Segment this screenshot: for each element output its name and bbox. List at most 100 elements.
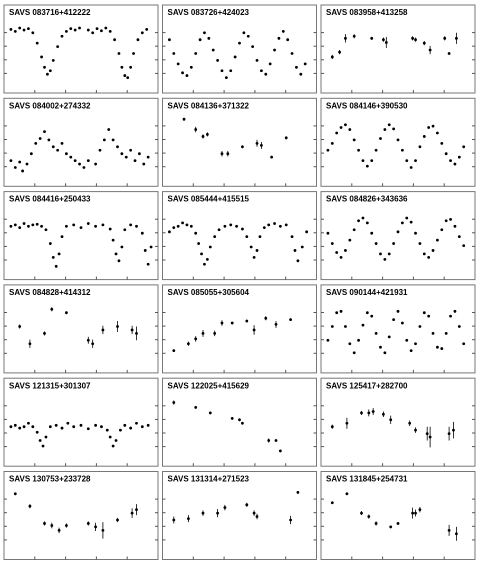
data-point bbox=[389, 418, 393, 422]
data-point bbox=[102, 138, 106, 142]
data-point bbox=[69, 27, 73, 31]
data-point bbox=[457, 325, 461, 328]
data-point bbox=[25, 162, 29, 166]
data-point bbox=[414, 231, 417, 235]
data-point bbox=[123, 228, 127, 232]
data-point bbox=[409, 220, 413, 224]
data-point bbox=[18, 226, 22, 230]
data-point bbox=[418, 325, 422, 328]
data-point bbox=[462, 244, 466, 248]
data-point bbox=[238, 41, 241, 45]
panel-frame bbox=[162, 377, 317, 467]
data-point bbox=[330, 55, 334, 59]
data-point bbox=[361, 159, 365, 163]
panel-frame bbox=[3, 471, 159, 560]
data-point bbox=[278, 224, 282, 228]
data-point bbox=[303, 62, 307, 66]
data-point bbox=[267, 223, 271, 227]
data-point bbox=[345, 421, 349, 425]
data-point bbox=[60, 34, 64, 38]
data-point bbox=[176, 62, 180, 66]
data-point bbox=[457, 155, 461, 159]
data-point bbox=[91, 31, 95, 35]
panel-frame bbox=[320, 191, 476, 281]
panel-title: SAVS 085444+415515 bbox=[168, 195, 250, 204]
data-point bbox=[447, 52, 451, 55]
data-point bbox=[56, 45, 60, 48]
data-point bbox=[194, 128, 198, 131]
data-point bbox=[201, 332, 205, 335]
data-point bbox=[31, 223, 35, 227]
data-point bbox=[54, 423, 58, 427]
data-point bbox=[296, 491, 300, 494]
data-point bbox=[135, 421, 138, 425]
data-point bbox=[216, 59, 220, 62]
data-point bbox=[18, 426, 22, 430]
data-point bbox=[194, 231, 198, 235]
data-point bbox=[462, 145, 466, 149]
data-point bbox=[365, 221, 369, 225]
data-point bbox=[135, 332, 138, 335]
data-point bbox=[462, 342, 466, 346]
data-point bbox=[352, 351, 356, 355]
data-point bbox=[427, 255, 431, 259]
data-point bbox=[126, 76, 130, 80]
panel-frame bbox=[3, 284, 159, 374]
data-point bbox=[335, 311, 339, 315]
data-point bbox=[457, 235, 461, 239]
data-point bbox=[293, 249, 297, 252]
data-point bbox=[182, 117, 186, 121]
data-point bbox=[274, 323, 278, 326]
data-point bbox=[27, 224, 30, 228]
data-point bbox=[357, 338, 360, 342]
data-point bbox=[22, 425, 26, 429]
data-point bbox=[205, 132, 209, 136]
panel-frame bbox=[320, 284, 476, 374]
panel-frame bbox=[162, 97, 317, 187]
data-point bbox=[132, 52, 135, 55]
panel-title: SAVS 131314+271523 bbox=[168, 475, 250, 484]
data-point bbox=[140, 231, 144, 235]
data-point bbox=[197, 242, 201, 245]
panel-frame bbox=[3, 4, 159, 94]
data-point bbox=[146, 155, 150, 159]
data-point bbox=[60, 426, 64, 430]
panel-title: SAVS 122025+415629 bbox=[168, 381, 250, 390]
data-point bbox=[65, 224, 68, 228]
data-point bbox=[389, 525, 393, 529]
data-point bbox=[418, 242, 422, 245]
data-point bbox=[123, 74, 127, 77]
data-point bbox=[65, 311, 68, 315]
data-point bbox=[120, 245, 124, 249]
data-point bbox=[94, 224, 97, 228]
data-point bbox=[208, 245, 212, 249]
panel-frame bbox=[3, 97, 159, 187]
data-point bbox=[113, 38, 116, 42]
data-point bbox=[422, 41, 426, 45]
data-point bbox=[27, 27, 30, 31]
data-point bbox=[172, 401, 176, 404]
data-point bbox=[384, 41, 388, 44]
data-point bbox=[119, 428, 122, 432]
panel-title: SAVS 125417+282700 bbox=[326, 381, 408, 390]
data-point bbox=[245, 319, 249, 323]
data-point bbox=[449, 159, 452, 163]
data-point bbox=[455, 532, 458, 536]
data-point bbox=[382, 38, 385, 42]
data-point bbox=[383, 128, 387, 131]
data-point bbox=[268, 62, 272, 66]
data-point bbox=[290, 235, 294, 239]
data-point bbox=[326, 148, 330, 152]
data-point bbox=[143, 249, 147, 252]
panel-title: SAVS 084136+371322 bbox=[168, 101, 250, 110]
data-point bbox=[226, 152, 230, 156]
data-point bbox=[260, 144, 263, 147]
data-point bbox=[13, 166, 17, 169]
data-point bbox=[400, 321, 404, 325]
data-point bbox=[379, 137, 382, 140]
data-point bbox=[38, 439, 42, 442]
data-point bbox=[427, 314, 431, 318]
data-point bbox=[145, 27, 149, 31]
data-point bbox=[344, 249, 347, 252]
data-point bbox=[220, 69, 224, 73]
